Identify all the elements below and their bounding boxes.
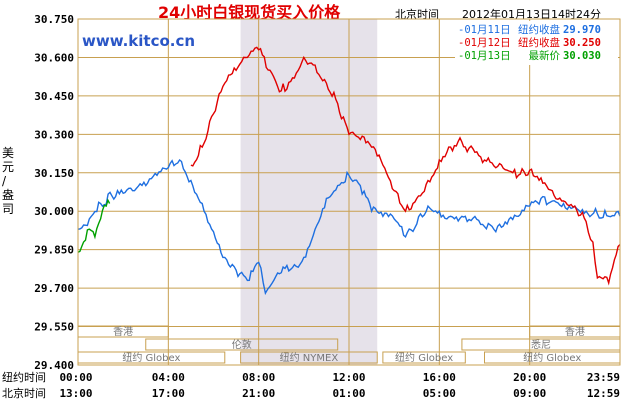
timezone-label: 北京时间 bbox=[395, 7, 439, 21]
session-label: 纽约 NYMEX bbox=[280, 351, 339, 364]
x-tick-bj: 21:00 bbox=[242, 387, 275, 400]
y-label-char: 司 bbox=[2, 202, 14, 216]
x-tick-ny: 20:00 bbox=[513, 371, 546, 384]
series-line-01月13日 bbox=[77, 198, 111, 253]
legend-value: 29.970 bbox=[563, 24, 601, 36]
x-tick-ny: 16:00 bbox=[423, 371, 456, 384]
timestamp: 2012年01月13日14时24分 bbox=[462, 7, 601, 21]
legend-label: -01月12日 bbox=[458, 37, 511, 49]
legend-value: 30.250 bbox=[563, 37, 601, 49]
bj-time-label: 北京时间 bbox=[2, 386, 46, 400]
session-label: 伦敦 bbox=[232, 338, 252, 351]
legend: -01月11日 纽约收盘 29.970 -01月12日 纽约收盘 30.250 -01月13… bbox=[455, 21, 618, 65]
chart-title: 24小时白银现货买入价格 bbox=[158, 3, 341, 22]
y-tick-label: 29.550 bbox=[34, 321, 74, 334]
plot-frame bbox=[77, 18, 621, 366]
x-tick-ny: 23:59 bbox=[587, 371, 620, 384]
series-line-01月11日 bbox=[77, 158, 621, 296]
series-lines bbox=[77, 46, 621, 296]
y-tick-label: 29.850 bbox=[34, 244, 74, 257]
x-tick-ny: 12:00 bbox=[332, 371, 365, 384]
session-label: 纽约 Globex bbox=[395, 351, 453, 364]
legend-box bbox=[455, 21, 618, 65]
x-tick-ny: 00:00 bbox=[59, 371, 92, 384]
session-bar bbox=[240, 351, 378, 364]
y-label-char: 美 bbox=[2, 146, 14, 160]
x-tick-bj: 13:00 bbox=[59, 387, 92, 400]
nymex-highlight bbox=[240, 19, 378, 365]
session-label: 悉尼 bbox=[531, 339, 551, 351]
x-tick-bj: 12:59 bbox=[587, 387, 620, 400]
y-tick-label: 29.400 bbox=[34, 359, 74, 372]
session-label: 纽约 Globex bbox=[523, 351, 581, 364]
y-axis-label: 美元/盎司 bbox=[2, 146, 14, 216]
session-label: 香港 bbox=[565, 326, 585, 338]
y-tick-label: 30.450 bbox=[34, 90, 74, 103]
x-tick-ny: 04:00 bbox=[152, 371, 185, 384]
legend-desc: 最新价 bbox=[529, 49, 561, 62]
series-line-01月12日 bbox=[190, 46, 621, 286]
y-tick-label: 30.300 bbox=[34, 128, 74, 141]
legend-value: 30.030 bbox=[563, 50, 601, 62]
y-tick-label: 30.750 bbox=[34, 13, 74, 26]
y-axis-ticks: 29.400 29.550 29.700 29.850 30.000 30.150 30.3… bbox=[34, 13, 74, 372]
session-label: 纽约 Globex bbox=[122, 351, 180, 364]
session-label: 香港 bbox=[113, 326, 133, 338]
site-url[interactable]: www.kitco.cn bbox=[82, 32, 195, 50]
y-label-char: 盎 bbox=[2, 188, 14, 202]
legend-label: -01月13日 bbox=[458, 50, 511, 62]
x-tick-bj: 05:00 bbox=[423, 387, 456, 400]
y-label-char: 元 bbox=[2, 160, 14, 174]
session-bar bbox=[382, 351, 466, 364]
x-tick-bj: 01:00 bbox=[332, 387, 365, 400]
x-tick-bj: 17:00 bbox=[152, 387, 185, 400]
x-axis-ticks: 00:00 13:00 04:00 17:00 08:00 21:00 12:00 01:00… bbox=[59, 371, 620, 400]
x-tick-bj: 09:00 bbox=[513, 387, 546, 400]
y-label-char: / bbox=[2, 174, 7, 188]
legend-label: -01月11日 bbox=[458, 24, 511, 36]
y-tick-label: 30.150 bbox=[34, 167, 74, 180]
ny-time-label: 纽约时间 bbox=[2, 370, 46, 384]
legend-desc: 纽约收盘 bbox=[518, 36, 560, 49]
y-tick-label: 30.000 bbox=[34, 205, 74, 218]
session-bar bbox=[145, 338, 339, 351]
y-tick-label: 30.600 bbox=[34, 51, 74, 64]
x-tick-ny: 08:00 bbox=[242, 371, 275, 384]
y-tick-label: 29.700 bbox=[34, 282, 74, 295]
legend-desc: 纽约收盘 bbox=[518, 23, 560, 36]
